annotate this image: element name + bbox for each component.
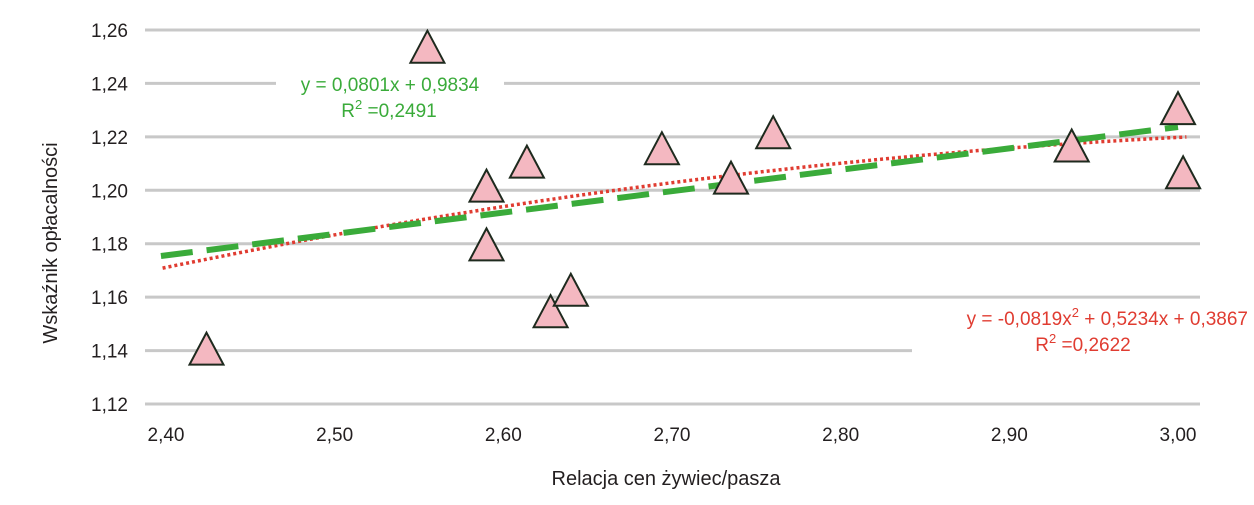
linear-trend-label: y = 0,0801x + 0,9834 R2 =0,2491 (276, 68, 504, 128)
linear-r2: R2 =0,2491 (341, 97, 436, 122)
x-tick-label: 2,90 (991, 425, 1028, 446)
y-tick-label: 1,20 (91, 181, 128, 202)
data-points (187, 28, 1202, 366)
y-tick-label: 1,24 (91, 74, 128, 95)
linear-r2-value: =0,2491 (362, 101, 437, 122)
x-tick-label: 3,00 (1160, 425, 1197, 446)
data-point (531, 293, 570, 329)
y-tick-label: 1,16 (91, 288, 128, 309)
linear-label-bg (276, 68, 504, 128)
y-tick-label: 1,18 (91, 235, 128, 256)
data-point (467, 226, 506, 262)
x-tick-label: 2,60 (485, 425, 522, 446)
poly-equation: y = -0,0819x2 + 0,5234x + 0,3867 (967, 305, 1248, 330)
y-axis-label: Wskaźnik opłacalności (40, 142, 62, 343)
data-point (408, 28, 447, 64)
data-point (187, 330, 226, 366)
poly-trend-label: y = -0,0819x2 + 0,5234x + 0,3867 R2 =0,2… (912, 300, 1252, 358)
y-tick-label: 1,14 (91, 342, 128, 363)
x-tick-label: 2,40 (148, 425, 185, 446)
y-tick-label: 1,26 (91, 21, 128, 42)
poly-label-bg (912, 300, 1252, 358)
linear-r2-label: R (341, 101, 355, 122)
data-point (467, 167, 506, 203)
poly-r2-sup: 2 (1049, 331, 1056, 346)
poly-eq-part1: y = -0,0819x (967, 309, 1073, 330)
y-tick-label: 1,22 (91, 128, 128, 149)
poly-eq-sup: 2 (1072, 305, 1079, 320)
x-tick-labels: 2,40 2,50 2,60 2,70 2,80 2,90 3,00 (148, 425, 1197, 446)
y-tick-labels: 1,12 1,14 1,16 1,18 1,20 1,22 1,24 1,26 (91, 21, 128, 416)
x-axis-label: Relacja cen żywiec/pasza (552, 468, 782, 490)
linear-equation: y = 0,0801x + 0,9834 (301, 75, 480, 96)
data-point (508, 143, 546, 179)
data-point (1164, 154, 1202, 190)
data-point (1159, 89, 1197, 126)
x-tick-label: 2,70 (654, 425, 691, 446)
poly-eq-part2: + 0,5234x + 0,3867 (1079, 309, 1248, 330)
data-point (712, 159, 750, 195)
poly-r2-label: R (1035, 335, 1049, 356)
poly-r2-value: =0,2622 (1056, 335, 1131, 356)
poly-r2: R2 =0,2622 (1035, 331, 1130, 356)
data-point (754, 114, 792, 150)
y-tick-label: 1,12 (91, 395, 128, 416)
data-point (643, 130, 681, 166)
trendlines (160, 123, 1187, 270)
linear-trendline (160, 123, 1179, 259)
data-point (1053, 127, 1091, 163)
x-tick-label: 2,80 (822, 425, 859, 446)
linear-r2-sup: 2 (355, 97, 362, 112)
data-point (552, 271, 590, 307)
x-tick-label: 2,50 (316, 425, 353, 446)
